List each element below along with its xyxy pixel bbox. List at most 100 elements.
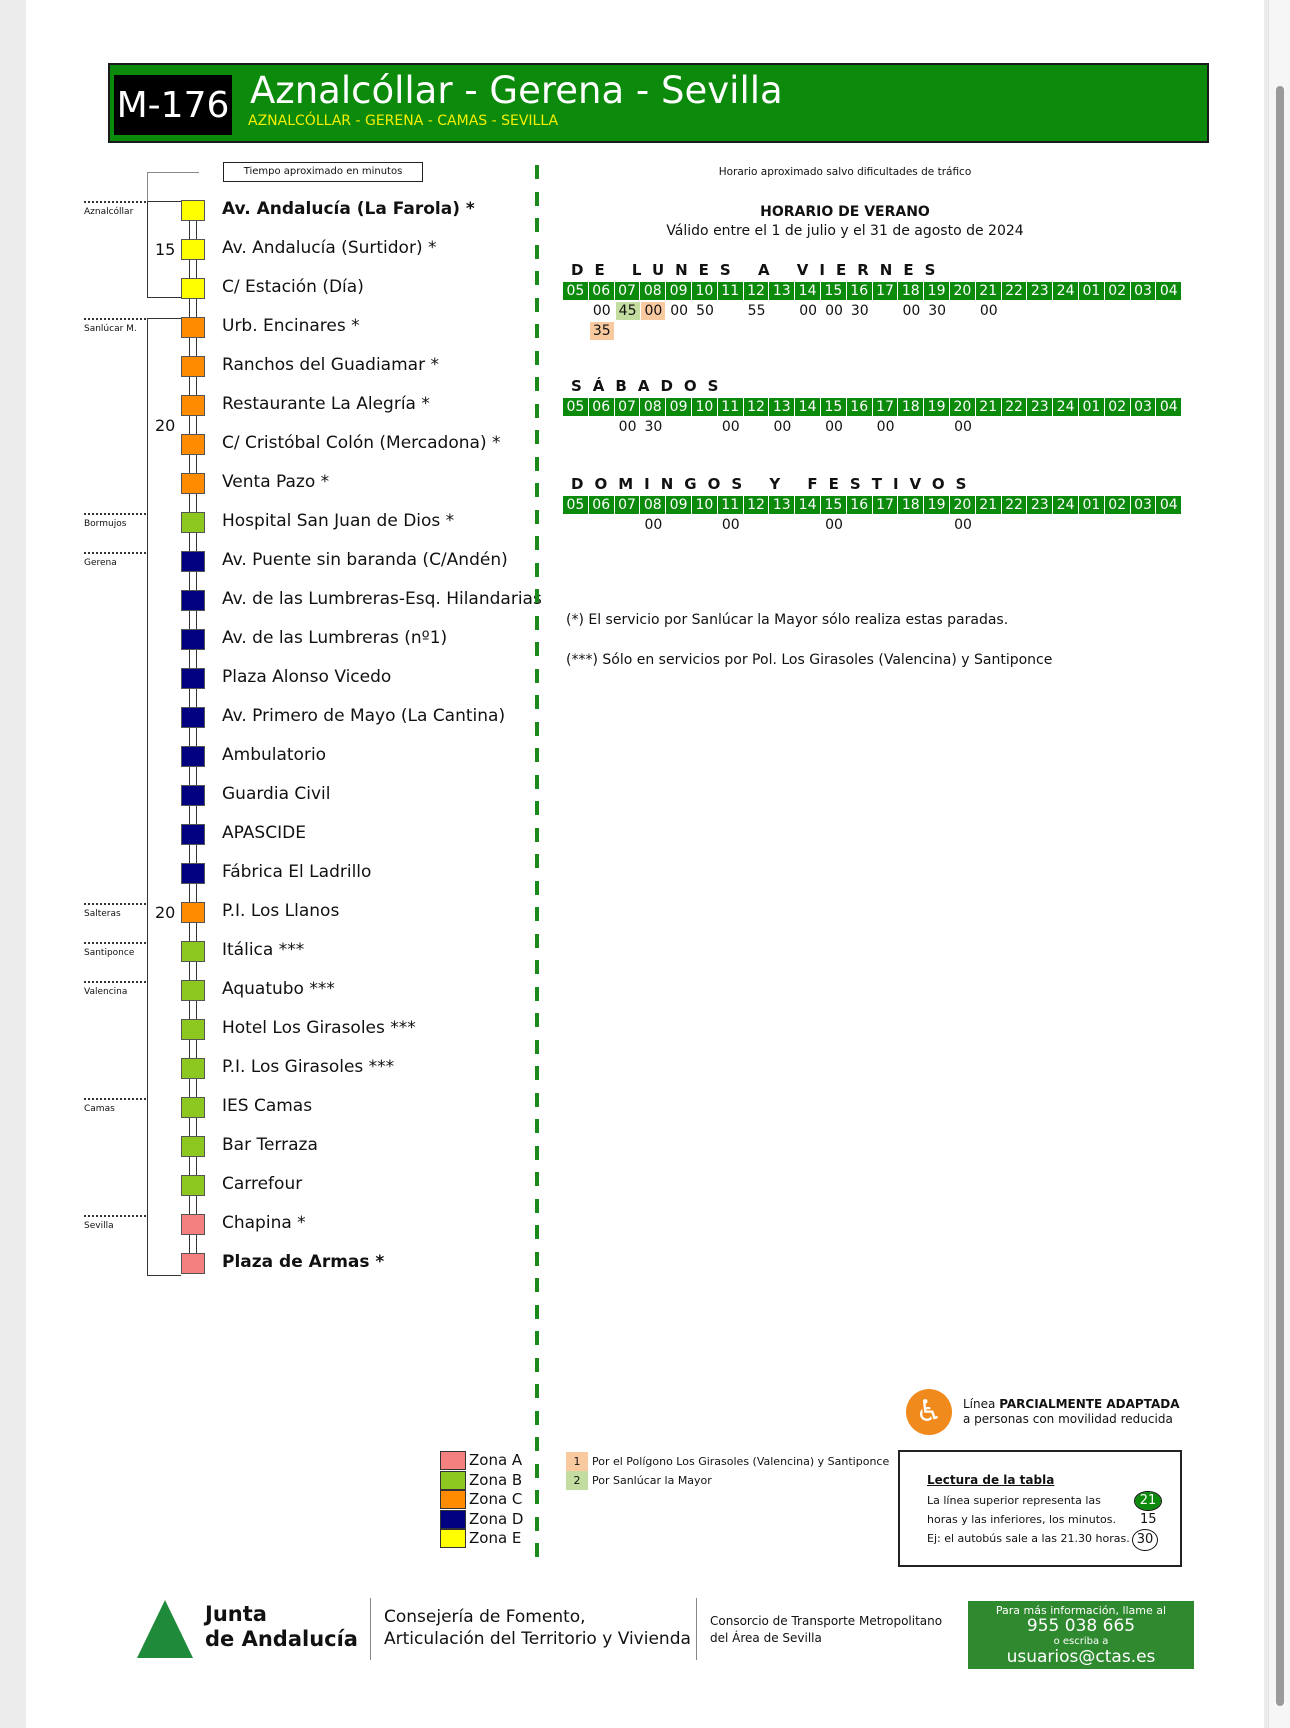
example-hour: 21 xyxy=(1134,1491,1162,1511)
stop-name: Plaza Alonso Vicedo xyxy=(222,667,392,687)
divider-dash xyxy=(535,244,539,259)
accessibility-prefix: Línea xyxy=(963,1397,1000,1411)
hour-cell: 23 xyxy=(1027,282,1054,300)
hour-cell: 22 xyxy=(1001,282,1028,300)
divider-dash xyxy=(535,1357,539,1372)
reading-line: horas y las inferiores, los minutos. xyxy=(927,1513,1116,1526)
divider-dash xyxy=(535,483,539,497)
divider-dash xyxy=(535,536,539,550)
divider-dash xyxy=(535,350,539,365)
zone-label: Zona B xyxy=(469,1470,523,1489)
stop-name: APASCIDE xyxy=(222,823,306,843)
hour-cell: 09 xyxy=(666,282,692,300)
divider-dash xyxy=(535,1251,539,1266)
junta-name: Junta xyxy=(205,1602,267,1626)
stop-marker xyxy=(181,317,205,338)
divider-dash xyxy=(535,1304,539,1319)
hour-cell: 08 xyxy=(640,282,667,300)
hour-cell: 23 xyxy=(1027,398,1054,416)
hour-cell: 11 xyxy=(717,496,744,514)
hour-cell: 01 xyxy=(1079,282,1105,300)
divider-dash xyxy=(535,1092,539,1107)
scrollbar[interactable] xyxy=(1268,0,1290,1728)
departure-minute: 55 xyxy=(747,303,766,319)
departure-minute: 45 xyxy=(615,302,640,320)
divider-dash xyxy=(535,1331,539,1345)
accessibility-strong: PARCIALMENTE ADAPTADA xyxy=(999,1397,1180,1411)
stop-name: Chapina * xyxy=(222,1213,306,1233)
divider-dash xyxy=(535,1172,539,1186)
town-divider xyxy=(84,981,146,983)
day-header: DOMINGOS Y FESTIVOS xyxy=(571,475,978,493)
reading-line: Ej: el autobús sale a las 21.30 horas. xyxy=(927,1532,1130,1545)
departure-minute: 00 xyxy=(902,303,921,319)
departure-minute: 30 xyxy=(928,303,947,319)
departure-minute: 00 xyxy=(618,419,637,435)
hour-cell: 10 xyxy=(692,398,718,416)
stop-name: P.I. Los Girasoles *** xyxy=(222,1057,395,1077)
hour-cell: 08 xyxy=(640,496,667,514)
hour-cell: 10 xyxy=(692,496,718,514)
stop-marker xyxy=(181,1175,205,1196)
time-label-box: Tiempo aproximado en minutos xyxy=(223,162,423,182)
stop-marker xyxy=(181,629,205,650)
hour-cell: 17 xyxy=(872,398,899,416)
hour-cell: 15 xyxy=(821,282,847,300)
town-label: Gerena xyxy=(84,558,117,568)
divider-dash xyxy=(535,748,539,762)
example-minute: 15 xyxy=(1140,1512,1157,1527)
divider-dash xyxy=(535,960,539,974)
hour-cell: 24 xyxy=(1053,398,1079,416)
divider-dash xyxy=(535,986,539,1001)
reading-title: Lectura de la tabla xyxy=(927,1473,1055,1487)
hour-cell: 08 xyxy=(640,398,667,416)
stop-name: Hotel Los Girasoles *** xyxy=(222,1018,416,1038)
stop-marker xyxy=(181,785,205,806)
consejeria-line1: Consejería de Fomento, xyxy=(384,1607,586,1627)
stop-name: Restaurante La Alegría * xyxy=(222,394,430,414)
divider-dash xyxy=(535,1516,539,1531)
hour-cell: 22 xyxy=(1001,398,1028,416)
stop-marker xyxy=(181,1097,205,1118)
wheelchair-icon: ♿ xyxy=(906,1389,952,1435)
departure-minute: 00 xyxy=(825,517,843,533)
stop-marker xyxy=(181,980,205,1001)
divider-dash xyxy=(535,1119,539,1133)
stop-marker xyxy=(181,239,205,260)
divider-dash xyxy=(535,562,539,577)
zone-label: Zona D xyxy=(469,1509,524,1528)
town-label: Salteras xyxy=(84,909,121,919)
contact-email[interactable]: usuarios@ctas.es xyxy=(1006,1647,1156,1667)
scrollbar-thumb[interactable] xyxy=(1276,86,1284,1706)
stop-marker xyxy=(181,1019,205,1040)
town-label: Camas xyxy=(84,1104,115,1114)
hour-cell: 14 xyxy=(795,398,821,416)
divider-dash xyxy=(535,1225,539,1239)
departure-minute: 00 xyxy=(721,517,740,533)
variant-number: 2 xyxy=(566,1471,588,1490)
town-divider xyxy=(84,903,146,905)
divider-dash xyxy=(535,297,539,312)
accessibility-text-line2: a personas con movilidad reducida xyxy=(963,1412,1173,1426)
hour-cell: 05 xyxy=(563,282,589,300)
stop-name: Ranchos del Guadiamar * xyxy=(222,355,439,375)
divider-dash xyxy=(535,642,539,656)
schedule-validity: Válido entre el 1 de julio y el 31 de ag… xyxy=(666,223,1024,239)
divider-dash xyxy=(535,801,539,815)
stop-name: C/ Estación (Día) xyxy=(222,277,364,297)
hour-cell: 14 xyxy=(795,496,821,514)
zone-label: Zona C xyxy=(469,1490,523,1508)
divider-dash xyxy=(535,1039,539,1054)
hour-cell: 06 xyxy=(588,398,615,416)
hour-cell: 02 xyxy=(1104,398,1131,416)
time-connector xyxy=(147,172,199,202)
hour-cell: 12 xyxy=(743,496,770,514)
stop-name: Guardia Civil xyxy=(222,784,331,804)
footer-divider xyxy=(370,1598,371,1660)
stop-marker xyxy=(181,395,205,416)
variant-text: Por el Polígono Los Girasoles (Valencina… xyxy=(592,1455,890,1468)
bracket xyxy=(147,201,181,298)
stop-marker xyxy=(181,668,205,689)
consejeria-line2: Articulación del Territorio y Vivienda xyxy=(384,1629,691,1649)
bracket xyxy=(147,318,181,1276)
